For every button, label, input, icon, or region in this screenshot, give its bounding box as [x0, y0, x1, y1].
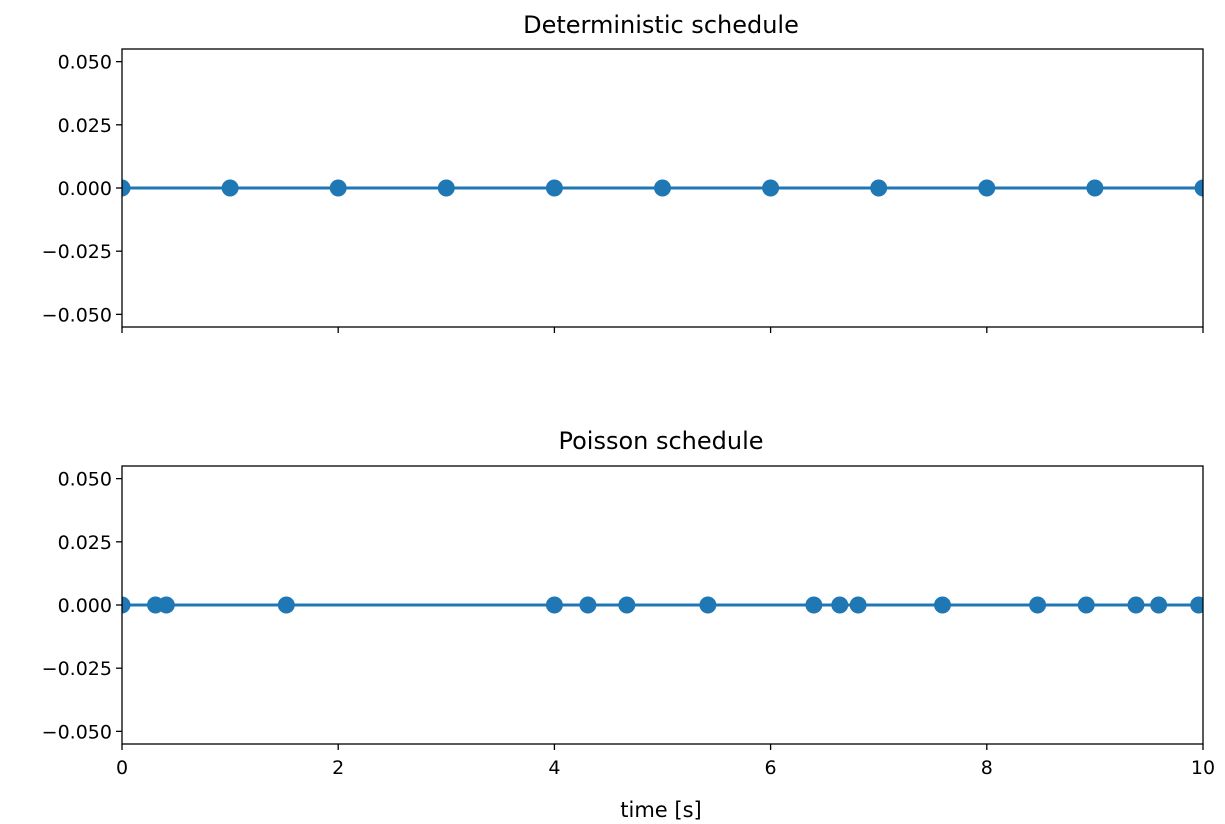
- y-tick-label: 0.050: [58, 52, 112, 74]
- data-point: [221, 179, 239, 197]
- data-point: [329, 179, 347, 197]
- data-point: [699, 596, 717, 614]
- y-tick-label: 0.000: [58, 595, 112, 617]
- data-point: [122, 179, 131, 197]
- data-point: [545, 179, 563, 197]
- data-point: [545, 596, 563, 614]
- axes-frame: [121, 465, 1204, 745]
- data-point: [1194, 179, 1203, 197]
- data-point: [849, 596, 867, 614]
- y-tick-label: −0.025: [42, 658, 112, 680]
- plot-area: [122, 596, 1203, 614]
- data-point: [1190, 596, 1203, 614]
- data-point: [1029, 596, 1047, 614]
- data-point: [1127, 596, 1145, 614]
- y-tick-label: −0.050: [42, 304, 112, 326]
- y-tick-label: 0.000: [58, 178, 112, 200]
- chart-poisson: Poisson schedule time [s] 0.050 0.025 0.00…: [42, 427, 1215, 822]
- chart-deterministic: Deterministic schedule 0.050 0.025 0.000 −0…: [42, 11, 1204, 333]
- x-tick-label: 8: [981, 757, 993, 779]
- data-point: [870, 179, 888, 197]
- x-tick-label: 4: [548, 757, 560, 779]
- data-point: [1086, 179, 1104, 197]
- x-tick-label: 0: [116, 757, 128, 779]
- data-point: [157, 596, 175, 614]
- data-point: [1150, 596, 1168, 614]
- x-axis-label: time [s]: [620, 798, 701, 822]
- y-tick-label: 0.025: [58, 532, 112, 554]
- data-point: [618, 596, 636, 614]
- data-point: [122, 596, 131, 614]
- y-tick-label: 0.050: [58, 469, 112, 491]
- data-point: [933, 596, 951, 614]
- y-tick-label: −0.050: [42, 721, 112, 743]
- data-point: [805, 596, 823, 614]
- y-tick-label: −0.025: [42, 241, 112, 263]
- x-tick-label: 2: [332, 757, 344, 779]
- data-point: [654, 179, 671, 197]
- x-tick-label: 6: [765, 757, 777, 779]
- x-tick-label: 10: [1191, 757, 1215, 779]
- data-point: [762, 179, 780, 197]
- data-point: [437, 179, 455, 197]
- data-point: [1077, 596, 1095, 614]
- data-point: [831, 596, 849, 614]
- chart-title: Poisson schedule: [558, 427, 763, 455]
- y-tick-label: 0.025: [58, 115, 112, 137]
- data-point: [579, 596, 597, 614]
- data-point: [978, 179, 996, 197]
- data-point: [277, 596, 295, 614]
- plot-area: [122, 179, 1203, 197]
- chart-title: Deterministic schedule: [523, 11, 799, 39]
- axes-frame: [121, 48, 1204, 328]
